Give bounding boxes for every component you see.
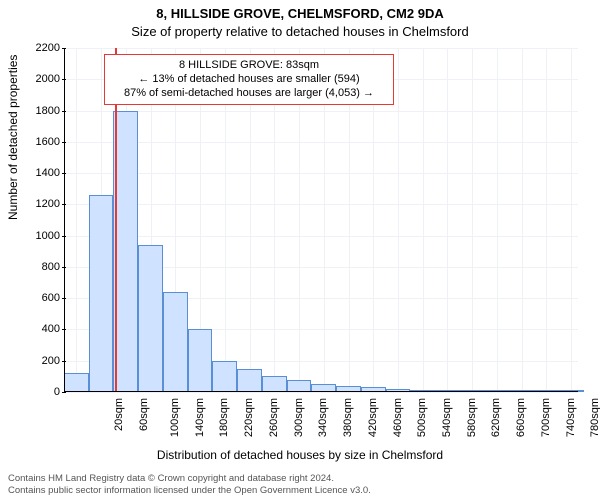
histogram-bar <box>262 376 287 392</box>
y-axis-line <box>64 48 65 392</box>
x-tick-label: 460sqm <box>392 398 404 437</box>
x-tick-label: 780sqm <box>590 398 600 437</box>
y-tick-label: 400 <box>6 323 60 335</box>
grid-line-horizontal <box>64 111 578 112</box>
grid-line-horizontal <box>64 48 578 49</box>
y-tick-mark <box>62 361 66 362</box>
grid-line-vertical <box>497 48 498 392</box>
annotation-box: 8 HILLSIDE GROVE: 83sqm← 13% of detached… <box>104 54 394 105</box>
page-title: 8, HILLSIDE GROVE, CHELMSFORD, CM2 9DA <box>0 6 600 21</box>
x-tick-label: 300sqm <box>293 398 305 437</box>
grid-line-horizontal <box>64 173 578 174</box>
histogram-chart: 8 HILLSIDE GROVE: 83sqm← 13% of detached… <box>64 48 578 392</box>
y-tick-label: 0 <box>6 386 60 398</box>
x-tick-label: 340sqm <box>317 398 329 437</box>
y-tick-label: 800 <box>6 261 60 273</box>
y-tick-label: 1400 <box>6 167 60 179</box>
x-tick-label: 420sqm <box>367 398 379 437</box>
grid-line-horizontal <box>64 204 578 205</box>
histogram-bar <box>188 329 213 392</box>
y-tick-label: 200 <box>6 355 60 367</box>
histogram-bar <box>237 369 262 392</box>
y-tick-mark <box>62 236 66 237</box>
x-tick-label: 380sqm <box>342 398 354 437</box>
x-tick-label: 220sqm <box>243 398 255 437</box>
x-tick-label: 700sqm <box>540 398 552 437</box>
annotation-line: 87% of semi-detached houses are larger (… <box>111 87 387 101</box>
x-tick-label: 620sqm <box>491 398 503 437</box>
grid-line-vertical <box>398 48 399 392</box>
histogram-bar <box>212 361 237 392</box>
x-tick-label: 100sqm <box>169 398 181 437</box>
y-tick-mark <box>62 329 66 330</box>
y-tick-mark <box>62 142 66 143</box>
x-axis-label: Distribution of detached houses by size … <box>0 448 600 462</box>
x-tick-label: 500sqm <box>416 398 428 437</box>
attribution-footer: Contains HM Land Registry data © Crown c… <box>8 473 592 496</box>
y-tick-mark <box>62 392 66 393</box>
histogram-bar <box>138 245 163 392</box>
x-axis-line <box>64 391 578 392</box>
y-tick-mark <box>62 173 66 174</box>
grid-line-horizontal <box>64 236 578 237</box>
histogram-bar <box>64 373 89 392</box>
annotation-line: 8 HILLSIDE GROVE: 83sqm <box>111 59 387 73</box>
grid-line-vertical <box>522 48 523 392</box>
x-tick-label: 580sqm <box>466 398 478 437</box>
y-tick-label: 1000 <box>6 230 60 242</box>
grid-line-vertical <box>447 48 448 392</box>
x-tick-label: 20sqm <box>113 398 125 431</box>
y-tick-mark <box>62 267 66 268</box>
y-tick-mark <box>62 204 66 205</box>
grid-line-vertical <box>546 48 547 392</box>
y-tick-label: 600 <box>6 292 60 304</box>
y-tick-mark <box>62 111 66 112</box>
x-tick-label: 180sqm <box>218 398 230 437</box>
page-subtitle: Size of property relative to detached ho… <box>0 24 600 39</box>
y-tick-mark <box>62 298 66 299</box>
y-tick-mark <box>62 48 66 49</box>
x-tick-label: 260sqm <box>268 398 280 437</box>
grid-line-vertical <box>571 48 572 392</box>
x-tick-label: 60sqm <box>138 398 150 431</box>
histogram-bar <box>89 195 114 392</box>
y-tick-mark <box>62 79 66 80</box>
annotation-line: ← 13% of detached houses are smaller (59… <box>111 73 387 87</box>
footer-line-1: Contains HM Land Registry data © Crown c… <box>8 473 592 484</box>
y-tick-label: 1200 <box>6 198 60 210</box>
y-tick-label: 1600 <box>6 136 60 148</box>
histogram-bar <box>163 292 188 392</box>
x-tick-label: 740sqm <box>565 398 577 437</box>
y-tick-label: 1800 <box>6 105 60 117</box>
y-tick-label: 2000 <box>6 73 60 85</box>
grid-line-horizontal <box>64 392 578 393</box>
grid-line-horizontal <box>64 142 578 143</box>
x-tick-label: 140sqm <box>194 398 206 437</box>
grid-line-vertical <box>76 48 77 392</box>
y-tick-label: 2200 <box>6 42 60 54</box>
grid-line-vertical <box>423 48 424 392</box>
grid-line-vertical <box>472 48 473 392</box>
footer-line-2: Contains public sector information licen… <box>8 485 592 496</box>
x-tick-label: 660sqm <box>515 398 527 437</box>
x-tick-label: 540sqm <box>441 398 453 437</box>
